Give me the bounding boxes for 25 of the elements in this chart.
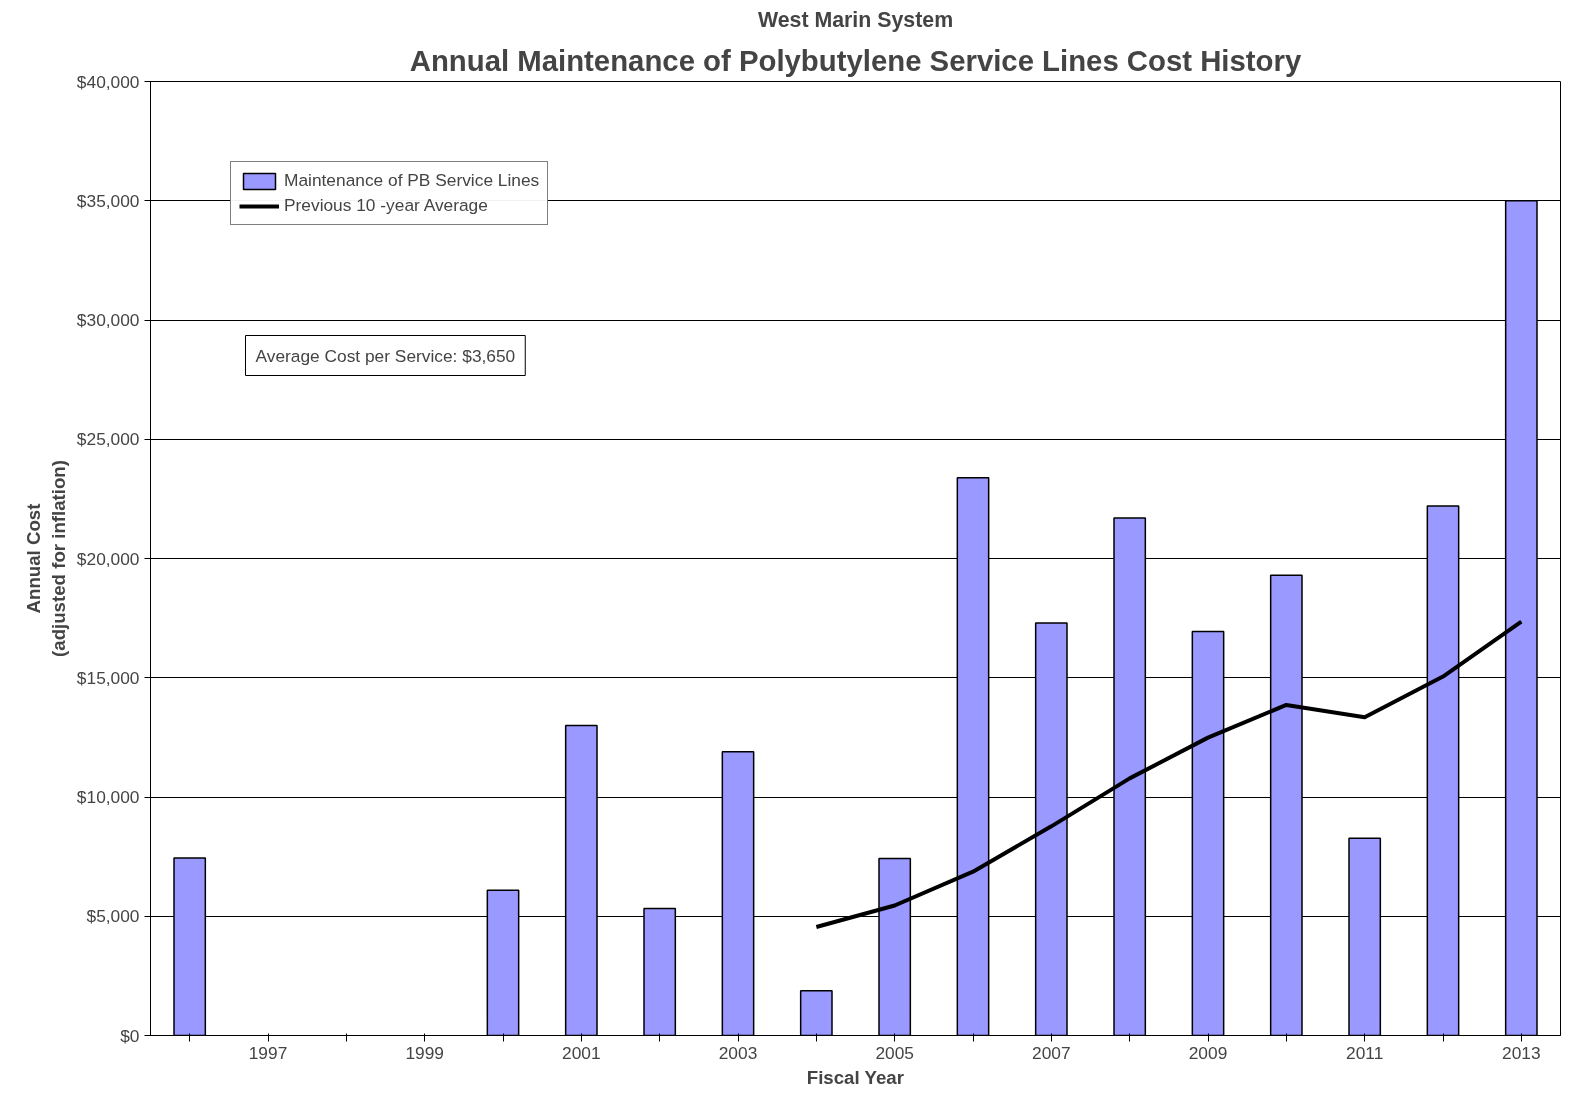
y-tick-label: $20,000 <box>76 548 140 569</box>
chart-title: Annual Maintenance of Polybutylene Service Lines Cost History <box>409 43 1302 77</box>
y-tick-label: $0 <box>120 1025 140 1046</box>
y-axis-title: Annual Cost (adjusted for inflation) <box>22 460 69 657</box>
x-tick-label: 2001 <box>562 1042 601 1063</box>
y-tick-label: $35,000 <box>76 190 140 211</box>
x-tick-label: 1997 <box>248 1042 288 1063</box>
y-tick-label: $15,000 <box>76 667 140 688</box>
chart-subtitle: West Marin System <box>757 7 954 32</box>
y-tick-label: $40,000 <box>76 71 140 92</box>
x-tick-label: 1999 <box>405 1042 444 1063</box>
annotation: Average Cost per Service: $3,650 <box>255 345 516 366</box>
x-axis-title: Fiscal Year <box>806 1066 904 1088</box>
x-tick-label: 2005 <box>875 1042 914 1063</box>
y-tick-label: $25,000 <box>76 429 140 450</box>
legend-label: Previous 10 -year Average <box>284 195 488 216</box>
y-tick-label: $5,000 <box>86 906 140 927</box>
x-tick-label: 2011 <box>1346 1042 1384 1063</box>
y-tick-label: $30,000 <box>76 310 140 330</box>
y-tick-label: $10,000 <box>76 787 140 807</box>
x-tick-label: 2013 <box>1502 1042 1541 1063</box>
x-tick-label: 2007 <box>1032 1042 1071 1063</box>
x-tick-label: 2003 <box>718 1042 758 1063</box>
x-tick-label: 2009 <box>1188 1042 1228 1063</box>
legend-label: Maintenance of PB Service Lines <box>284 170 540 191</box>
